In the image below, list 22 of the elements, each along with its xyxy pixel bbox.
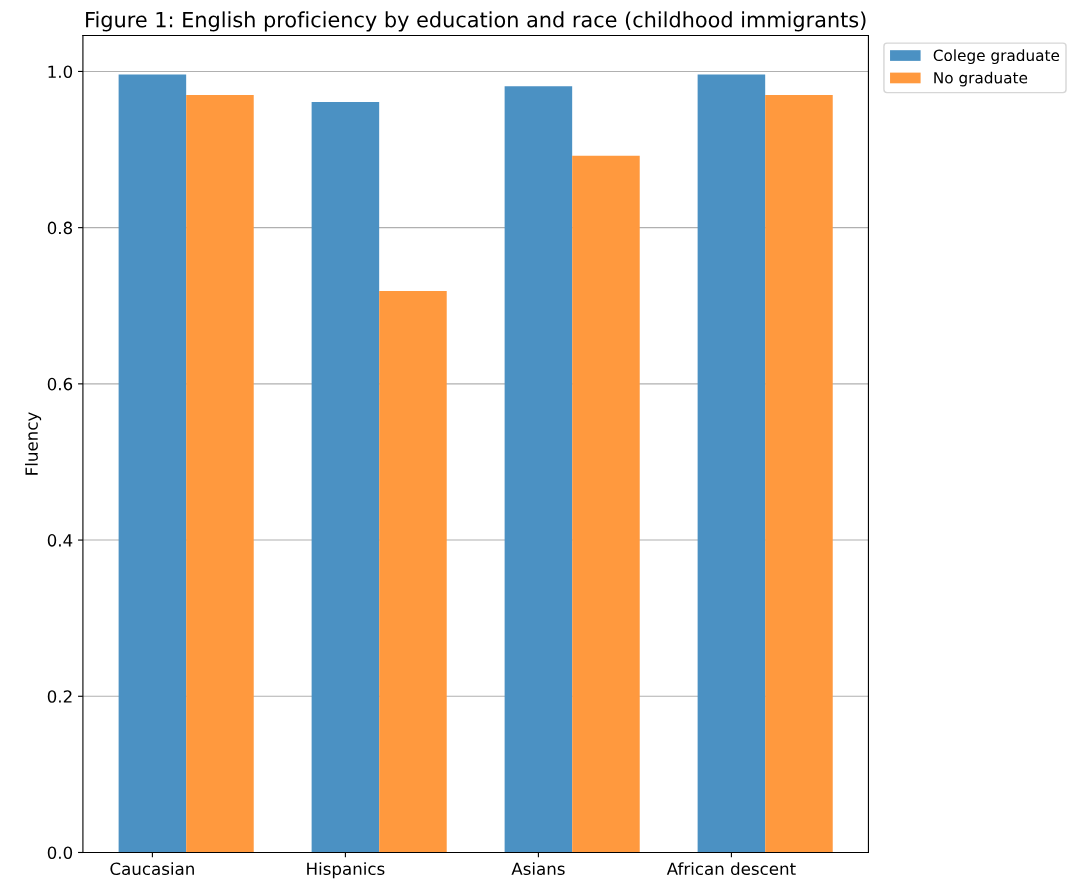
y-tick-label: 0.4 — [47, 534, 73, 547]
bar — [186, 94, 254, 853]
bar — [504, 86, 573, 853]
bar — [379, 290, 447, 853]
y-axis-title: Fluency — [25, 412, 42, 475]
y-tick-label: 0.2 — [47, 690, 72, 703]
legend-label: Colege graduate — [933, 49, 1060, 65]
y-tick-label: 0.0 — [47, 846, 73, 860]
y-tick-label: 0.6 — [47, 377, 73, 391]
bar — [572, 155, 640, 853]
y-tick-label: 1.0 — [48, 65, 73, 79]
bar — [311, 101, 380, 853]
x-tick-label: Asians — [511, 862, 565, 876]
y-tick-label: 0.8 — [47, 221, 73, 235]
bar — [697, 74, 766, 853]
x-tick-label: Caucasian — [110, 862, 194, 876]
bar — [765, 94, 833, 853]
x-tick-label: African descent — [666, 862, 796, 876]
x-tick-label: Hispanics — [307, 862, 385, 879]
legend-label: No graduate — [934, 71, 1028, 87]
chart-title: Figure 1: English proficiency by education and race (childhood immigrants) — [86, 11, 866, 32]
bar — [118, 74, 187, 853]
